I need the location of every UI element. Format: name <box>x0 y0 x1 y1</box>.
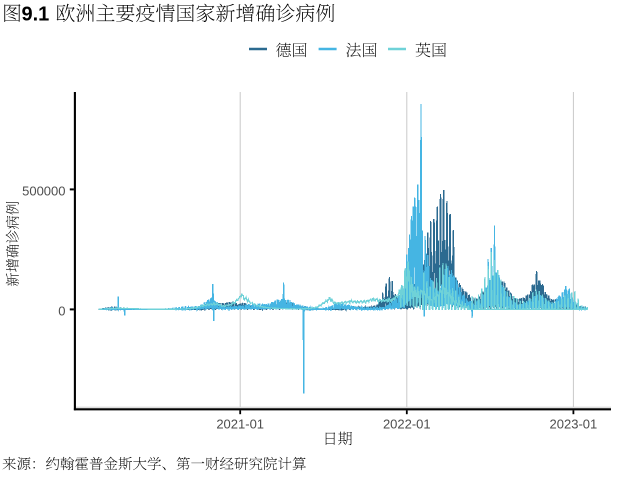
svg-text:500000: 500000 <box>22 183 65 198</box>
svg-text:2021-01: 2021-01 <box>216 417 264 432</box>
svg-text:2022-01: 2022-01 <box>383 417 431 432</box>
svg-text:2023-01: 2023-01 <box>550 417 598 432</box>
svg-text:9.1: 9.1 <box>22 4 50 26</box>
svg-text:0: 0 <box>58 303 65 318</box>
